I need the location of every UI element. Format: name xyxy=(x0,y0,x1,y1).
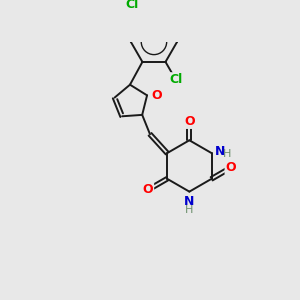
Text: N: N xyxy=(184,195,195,208)
Text: Cl: Cl xyxy=(169,73,182,86)
Text: O: O xyxy=(226,161,236,174)
Text: H: H xyxy=(223,149,231,159)
Text: Cl: Cl xyxy=(125,0,139,11)
Text: O: O xyxy=(151,89,162,102)
Text: H: H xyxy=(185,206,194,215)
Text: N: N xyxy=(215,145,225,158)
Text: O: O xyxy=(142,183,153,196)
Text: O: O xyxy=(184,115,195,128)
